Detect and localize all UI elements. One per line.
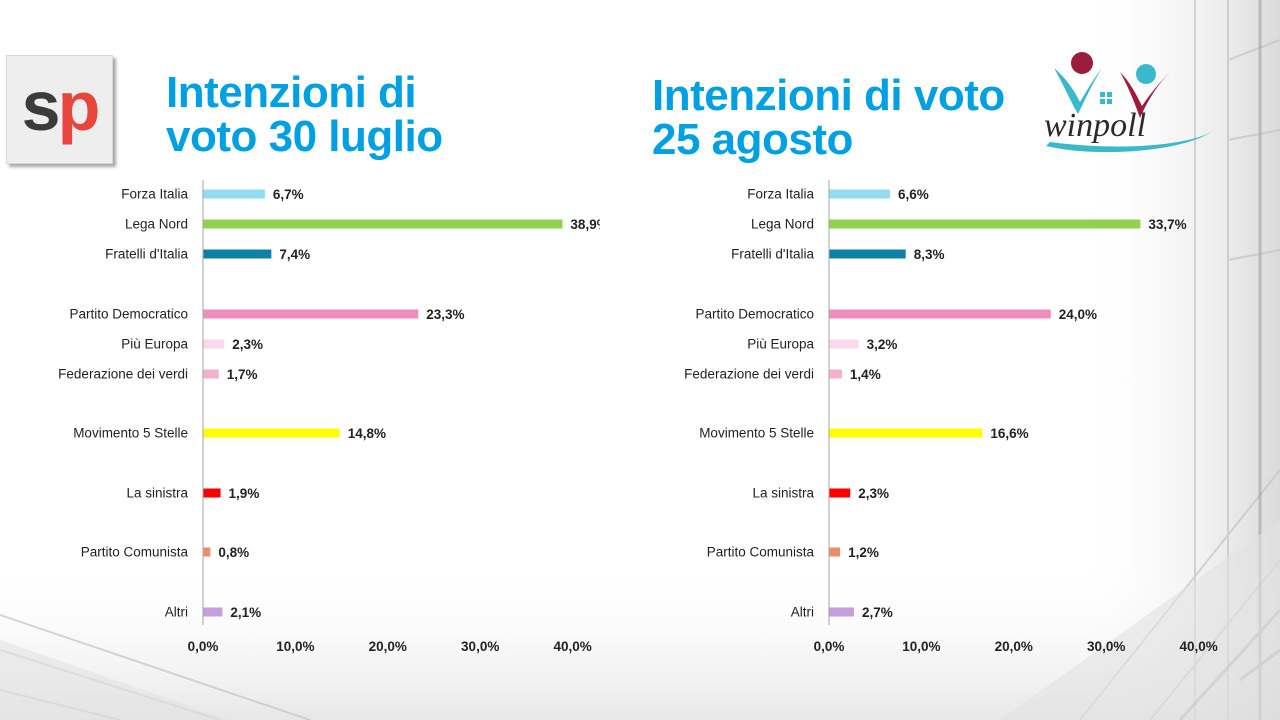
bar bbox=[203, 189, 265, 199]
bar bbox=[203, 219, 563, 229]
data-label: 14,8% bbox=[348, 426, 386, 441]
bar bbox=[203, 249, 272, 259]
bar bbox=[829, 488, 851, 498]
category-label: Movimento 5 Stelle bbox=[699, 426, 814, 441]
data-label: 3,2% bbox=[867, 337, 898, 352]
data-label: 2,7% bbox=[862, 605, 893, 620]
data-label: 0,8% bbox=[218, 545, 249, 560]
winpoll-head-right bbox=[1136, 64, 1156, 84]
data-label: 1,4% bbox=[850, 367, 881, 382]
winpoll-wordmark: winpoll bbox=[1044, 107, 1146, 144]
category-label: Fratelli d'Italia bbox=[105, 247, 188, 262]
chart-title-left: Intenzioni di voto 30 luglio bbox=[166, 71, 443, 159]
chart-title-right: Intenzioni di voto 25 agosto bbox=[652, 74, 1005, 162]
chart-left: Forza Italia 6,7% Lega Nord 38,9% Fratelli d… bbox=[0, 180, 600, 660]
category-label: Forza Italia bbox=[747, 187, 814, 202]
bar-chart-right: Forza Italia 6,6% Lega Nord 33,7% Fratelli d… bbox=[684, 180, 1218, 654]
category-label: Più Europa bbox=[747, 337, 814, 352]
category-label: Partito Democratico bbox=[69, 307, 188, 322]
category-label: Federazione dei verdi bbox=[684, 367, 814, 382]
bar bbox=[203, 309, 419, 319]
x-tick-label: 20,0% bbox=[369, 639, 407, 654]
bar bbox=[203, 369, 219, 379]
x-tick-label: 20,0% bbox=[995, 639, 1033, 654]
winpoll-swoosh bbox=[1046, 130, 1214, 153]
data-label: 16,6% bbox=[990, 426, 1028, 441]
x-tick-label: 0,0% bbox=[814, 639, 845, 654]
chart-right: Forza Italia 6,6% Lega Nord 33,7% Fratelli d… bbox=[626, 180, 1226, 660]
bar bbox=[203, 607, 223, 617]
category-label: Lega Nord bbox=[751, 217, 814, 232]
bar bbox=[829, 189, 890, 199]
bar bbox=[203, 547, 211, 557]
x-tick-label: 40,0% bbox=[1179, 639, 1217, 654]
chart-title-right-line1: Intenzioni di voto bbox=[652, 71, 1005, 120]
data-label: 2,1% bbox=[230, 605, 261, 620]
sp-logo-p: p bbox=[57, 67, 101, 145]
x-tick-label: 40,0% bbox=[553, 639, 591, 654]
chart-title-left-line1: Intenzioni di bbox=[166, 68, 417, 117]
category-label: Federazione dei verdi bbox=[58, 367, 188, 382]
winpoll-window-icon bbox=[1100, 92, 1112, 104]
category-label: Lega Nord bbox=[125, 217, 188, 232]
bar bbox=[829, 547, 841, 557]
category-label: Partito Comunista bbox=[81, 545, 189, 560]
bar bbox=[203, 488, 221, 498]
bar bbox=[829, 249, 906, 259]
data-label: 33,7% bbox=[1148, 217, 1186, 232]
x-tick-label: 30,0% bbox=[1087, 639, 1125, 654]
winpoll-logo: winpoll bbox=[1044, 52, 1214, 153]
sp-logo: sp bbox=[6, 55, 113, 164]
data-label: 7,4% bbox=[279, 247, 310, 262]
sp-logo-s: s bbox=[21, 67, 61, 145]
chart-title-left-line2: voto 30 luglio bbox=[166, 112, 443, 161]
data-label: 1,2% bbox=[848, 545, 879, 560]
category-label: Forza Italia bbox=[121, 187, 188, 202]
category-label: Fratelli d'Italia bbox=[731, 247, 814, 262]
bar bbox=[203, 428, 340, 438]
data-label: 1,9% bbox=[229, 486, 260, 501]
bar-chart-left: Forza Italia 6,7% Lega Nord 38,9% Fratelli d… bbox=[58, 180, 600, 654]
x-tick-label: 10,0% bbox=[902, 639, 940, 654]
bar bbox=[829, 339, 859, 349]
category-label: Partito Comunista bbox=[707, 545, 815, 560]
data-label: 1,7% bbox=[227, 367, 258, 382]
bar bbox=[829, 219, 1141, 229]
winpoll-figure-left bbox=[1054, 68, 1102, 114]
category-label: Altri bbox=[791, 605, 814, 620]
category-label: Più Europa bbox=[121, 337, 188, 352]
data-label: 2,3% bbox=[858, 486, 889, 501]
bar bbox=[829, 607, 854, 617]
category-label: La sinistra bbox=[752, 486, 814, 501]
data-label: 8,3% bbox=[914, 247, 945, 262]
x-tick-label: 0,0% bbox=[188, 639, 219, 654]
category-label: Partito Democratico bbox=[695, 307, 814, 322]
bar bbox=[829, 309, 1051, 319]
data-label: 2,3% bbox=[232, 337, 263, 352]
data-label: 23,3% bbox=[426, 307, 464, 322]
bar bbox=[829, 428, 983, 438]
data-label: 24,0% bbox=[1059, 307, 1097, 322]
data-label: 6,6% bbox=[898, 187, 929, 202]
data-label: 6,7% bbox=[273, 187, 304, 202]
data-label: 38,9% bbox=[570, 217, 600, 232]
category-label: Altri bbox=[165, 605, 188, 620]
chart-title-right-line2: 25 agosto bbox=[652, 115, 853, 164]
bar bbox=[829, 369, 842, 379]
bar bbox=[203, 339, 225, 349]
x-tick-label: 30,0% bbox=[461, 639, 499, 654]
category-label: La sinistra bbox=[126, 486, 188, 501]
winpoll-head-left bbox=[1071, 52, 1093, 74]
x-tick-label: 10,0% bbox=[276, 639, 314, 654]
category-label: Movimento 5 Stelle bbox=[73, 426, 188, 441]
